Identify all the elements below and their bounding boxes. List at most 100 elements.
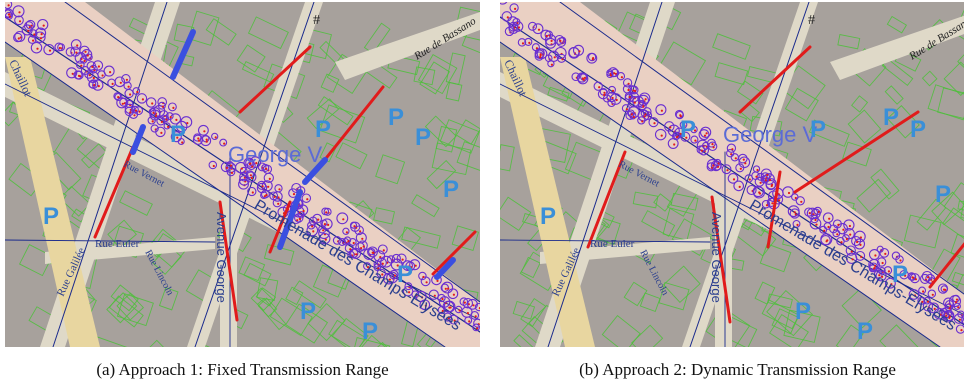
avenue-champs: [500, 2, 964, 347]
vehicle-dot: [878, 274, 881, 277]
label-george-v: George V: [228, 142, 322, 167]
parking-icon: P: [300, 298, 316, 325]
vehicle-dot: [653, 122, 656, 125]
vehicle-dot: [644, 98, 647, 101]
vehicle-dot: [463, 301, 466, 304]
vehicle-dot: [770, 184, 773, 188]
vehicle-marker: [124, 106, 135, 117]
vehicle-dot: [268, 177, 271, 180]
vehicle-marker: [65, 47, 76, 57]
vehicle-dot: [249, 162, 252, 165]
building-outline: [520, 256, 541, 279]
vehicle-dot: [261, 185, 264, 188]
vehicle-dot: [421, 296, 424, 299]
vehicle-trajectory: [238, 45, 312, 114]
parking-icon: P: [910, 116, 926, 143]
vehicle-dot: [685, 136, 688, 139]
vehicle-marker: [220, 161, 232, 173]
vehicle-marker: [789, 208, 800, 219]
vehicle-dot: [117, 96, 120, 99]
vehicle-dot: [860, 255, 863, 258]
building-outline: [736, 80, 764, 105]
vehicle-marker: [664, 121, 675, 132]
vehicle-dot: [42, 24, 45, 27]
vehicle-dot: [317, 218, 320, 221]
vehicle-marker: [161, 114, 170, 123]
vehicle-dot: [582, 78, 585, 81]
building-outline: [759, 243, 792, 273]
vehicle-dot: [609, 74, 612, 77]
building-outline: [424, 115, 457, 148]
vehicle-marker: [156, 116, 166, 126]
vehicle-marker: [192, 134, 204, 145]
vehicle-dot: [848, 224, 851, 228]
building-outline: [87, 336, 128, 347]
vehicle-marker: [706, 159, 718, 170]
vehicle-dot: [229, 164, 233, 167]
vehicle-marker: [955, 324, 964, 334]
road-line: [5, 16, 480, 333]
vehicle-marker: [576, 72, 588, 83]
vehicle-marker: [540, 29, 552, 41]
vehicle-marker: [312, 213, 323, 224]
building-outline: [658, 282, 690, 311]
vehicle-dot: [641, 120, 644, 123]
building-outline: [319, 104, 366, 144]
vehicle-dot: [388, 278, 391, 281]
vehicle-marker: [876, 257, 887, 267]
vehicle-marker: [624, 92, 633, 101]
building-outline: [106, 292, 138, 324]
vehicle-marker: [746, 184, 757, 196]
vehicle-marker: [54, 42, 64, 52]
vehicle-dot: [8, 13, 11, 16]
vehicle-dot: [151, 120, 154, 123]
building-outline: [59, 185, 91, 217]
vehicle-dot: [712, 146, 715, 149]
vehicle-marker: [534, 51, 544, 61]
vehicle-marker: [226, 167, 236, 177]
vehicle-marker: [219, 138, 228, 147]
vehicle-marker: [760, 175, 769, 184]
vehicle-marker: [627, 109, 635, 117]
vehicle-marker: [921, 270, 933, 282]
vehicle-marker: [773, 194, 784, 205]
vehicle-marker: [377, 244, 388, 255]
parking-icon: P: [315, 116, 331, 143]
vehicle-marker: [442, 300, 455, 313]
building-outline: [19, 244, 53, 277]
vehicle-dot: [444, 287, 447, 290]
vehicle-marker: [274, 184, 283, 193]
building-outline: [285, 303, 329, 344]
vehicle-dot: [922, 290, 925, 293]
vehicle-dot: [717, 165, 720, 168]
vehicle-dot: [814, 218, 817, 222]
vehicle-dot: [851, 258, 854, 261]
vehicle-dot: [175, 118, 178, 121]
vehicle-marker: [895, 255, 904, 264]
vehicle-marker: [84, 69, 94, 79]
vehicle-marker: [698, 129, 710, 141]
vehicle-trajectory: [268, 200, 292, 254]
vehicle-dot: [468, 320, 471, 323]
vehicle-dot: [734, 157, 737, 160]
vehicle-dot: [382, 249, 385, 252]
vehicle-dot: [372, 251, 375, 254]
building-outline: [250, 287, 275, 311]
vehicle-dot: [393, 274, 396, 277]
building-outline: [641, 210, 676, 237]
vehicle-dot: [528, 41, 531, 45]
vehicle-marker: [418, 271, 427, 281]
vehicle-dot: [828, 217, 831, 220]
vehicle-marker: [884, 277, 896, 289]
building-outline: [513, 334, 539, 347]
vehicle-marker: [355, 232, 367, 244]
vehicle-dot: [738, 185, 741, 188]
building-outline: [367, 341, 391, 347]
vehicle-dot: [441, 297, 444, 301]
vehicle-dot: [265, 167, 268, 170]
vehicle-marker: [556, 53, 567, 63]
building-outline: [413, 66, 436, 86]
building-outline: [767, 293, 793, 309]
building-outline: [247, 16, 289, 50]
vehicle-marker: [679, 120, 688, 129]
